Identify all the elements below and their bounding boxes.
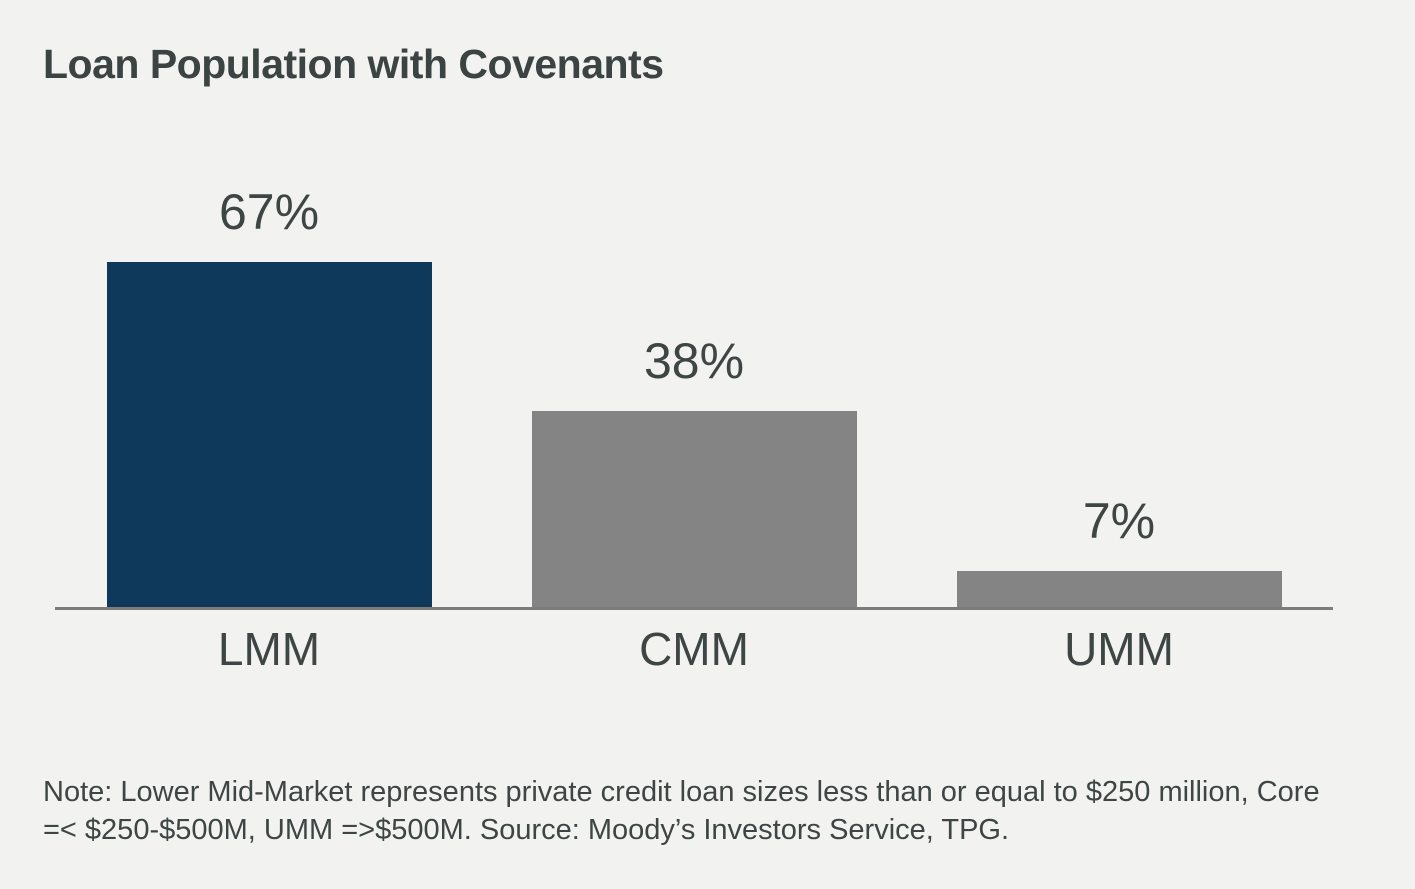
category-label-cmm: CMM	[639, 623, 749, 675]
category-label-umm: UMM	[1064, 623, 1174, 675]
chart-title: Loan Population with Covenants	[43, 41, 664, 87]
bar-umm	[956, 571, 1282, 607]
value-label-cmm: 38%	[643, 333, 745, 389]
value-label-lmm: 67%	[218, 184, 320, 240]
bar-cmm	[531, 411, 857, 607]
bar-lmm	[106, 262, 432, 607]
footnote: Note: Lower Mid-Market represents privat…	[43, 776, 1320, 846]
category-label-lmm: LMM	[217, 623, 321, 675]
value-label-umm: 7%	[1082, 493, 1156, 549]
x-axis-line	[55, 607, 1333, 610]
